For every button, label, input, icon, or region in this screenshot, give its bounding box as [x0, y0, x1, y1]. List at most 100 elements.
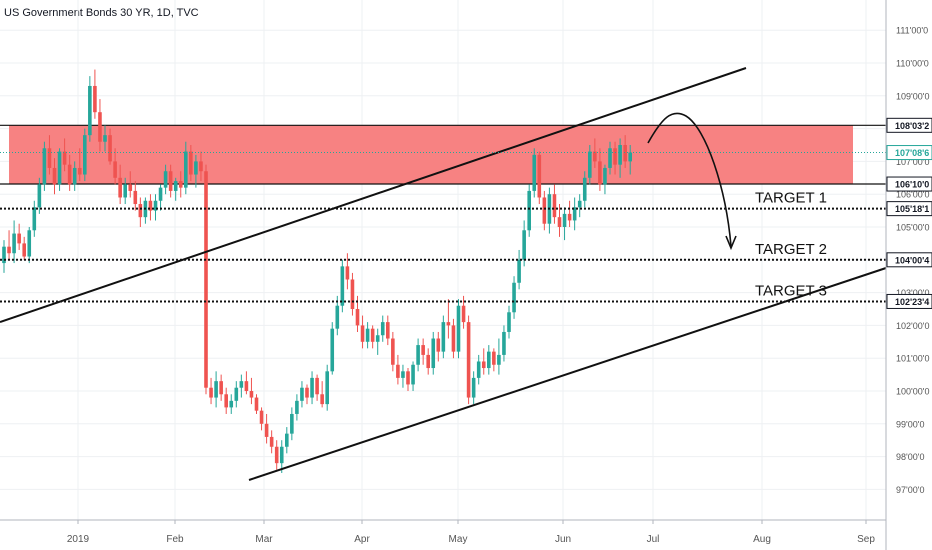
- candle-up: [103, 135, 107, 142]
- candle-up: [12, 233, 16, 254]
- price-tag-label: 108'03'2: [895, 121, 929, 131]
- candle-up: [27, 230, 32, 257]
- candle-up: [173, 181, 178, 191]
- y-tick-label: 102'00'0: [896, 321, 929, 331]
- y-tick-label: 107'00'0: [896, 157, 929, 167]
- candle-up: [330, 328, 335, 372]
- candle-down: [567, 213, 572, 221]
- candle-up: [72, 167, 77, 185]
- candle-up: [527, 190, 531, 231]
- candle-up: [365, 328, 370, 342]
- candle-down: [219, 381, 223, 395]
- candle-down: [370, 328, 375, 342]
- candle-up: [628, 152, 632, 162]
- candle-up: [618, 145, 622, 165]
- candle-up: [295, 400, 299, 414]
- candle-down: [269, 436, 274, 447]
- x-tick-label: Jun: [555, 534, 571, 545]
- price-tag-label: 102'23'4: [895, 297, 929, 307]
- candle-down: [391, 338, 395, 365]
- projection-arrowhead: [725, 235, 737, 251]
- candle-down: [623, 145, 627, 162]
- candle-down: [178, 181, 183, 188]
- candle-up: [572, 207, 577, 221]
- candle-down: [93, 85, 97, 113]
- price-tag-box: [886, 117, 932, 133]
- candle-up: [517, 259, 521, 283]
- candle-up: [401, 371, 405, 378]
- candle-up: [290, 413, 294, 434]
- candle-down: [52, 167, 57, 185]
- price-tag-box: [886, 176, 932, 192]
- candle-down: [537, 154, 542, 198]
- candle-down: [138, 204, 143, 218]
- candle-down: [224, 394, 228, 408]
- target-1-label: TARGET 1: [755, 190, 827, 207]
- candle-up: [325, 371, 329, 405]
- candle-down: [426, 354, 430, 369]
- x-tick-label: 2019: [67, 534, 90, 545]
- candle-down: [436, 338, 441, 352]
- candle-up: [310, 377, 314, 398]
- price-tag-label: 107'08'6: [895, 148, 929, 158]
- candle-down: [396, 364, 400, 378]
- y-tick-label: 101'00'0: [896, 354, 929, 364]
- candle-up: [2, 246, 6, 264]
- candle-down: [461, 305, 466, 323]
- candle-up: [340, 266, 345, 306]
- candle-down: [542, 197, 547, 224]
- y-tick-label: 100'00'0: [896, 387, 929, 397]
- candle-down: [557, 217, 562, 227]
- price-tag-box: [886, 252, 932, 268]
- target-3-label: TARGET 3: [755, 282, 827, 299]
- x-tick-label: Aug: [753, 534, 771, 545]
- candle-up: [562, 213, 567, 227]
- candle-down: [421, 345, 425, 355]
- candle-up: [239, 381, 244, 388]
- candle-down: [355, 309, 360, 326]
- candle-up: [411, 364, 415, 385]
- candle-down: [386, 322, 390, 339]
- candle-down: [274, 446, 279, 464]
- candle-down: [451, 325, 456, 352]
- candle-up: [375, 335, 380, 342]
- candle-up: [502, 331, 506, 355]
- candle-down: [189, 151, 193, 175]
- candle-up: [32, 207, 37, 231]
- candle-down: [481, 361, 486, 369]
- candle-up: [153, 200, 158, 211]
- y-tick-label: 111'00'0: [896, 26, 928, 36]
- candle-down: [148, 200, 153, 211]
- candle-up: [608, 148, 612, 168]
- candle-down: [492, 351, 496, 365]
- chart-title: US Government Bonds 30 YR, 1D, TVC: [4, 7, 199, 19]
- candle-down: [7, 246, 11, 254]
- candle-up: [83, 135, 87, 175]
- candle-down: [108, 135, 112, 162]
- price-axis: 97'00'0 98'00'0 99'00'0 100'00'0 101'00'0 102…: [885, 0, 932, 550]
- candle-down: [113, 161, 117, 178]
- candle-down: [118, 177, 122, 198]
- candle-down: [77, 167, 82, 175]
- x-tick-label: Apr: [354, 534, 370, 545]
- candles: [2, 69, 632, 473]
- candle-down: [406, 371, 410, 385]
- candle-up: [279, 446, 284, 464]
- candle-up: [57, 151, 62, 185]
- candle-down: [598, 161, 602, 185]
- price-tag-label: 106'10'0: [895, 180, 929, 190]
- x-tick-label: Mar: [255, 534, 273, 545]
- candle-up: [37, 184, 42, 208]
- candle-up: [416, 345, 420, 365]
- candle-up: [229, 400, 234, 408]
- candle-down: [128, 184, 133, 191]
- candle-up: [512, 282, 516, 313]
- candle-down: [47, 148, 52, 168]
- candle-down: [199, 161, 203, 172]
- candle-up: [158, 187, 163, 201]
- candle-up: [456, 305, 461, 352]
- candle-down: [249, 391, 254, 398]
- candle-down: [593, 151, 597, 162]
- candle-up: [476, 361, 481, 378]
